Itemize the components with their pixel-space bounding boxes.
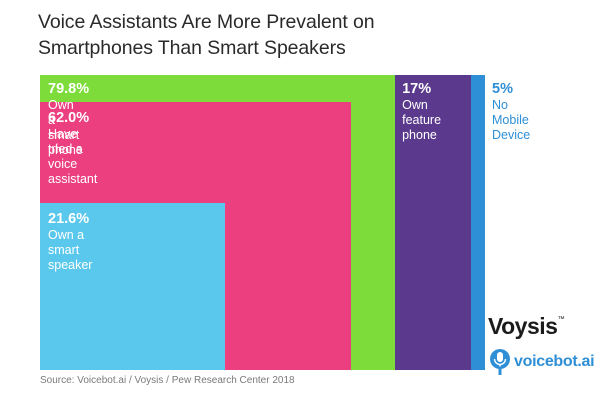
no-mobile-label-line: Mobile (492, 113, 529, 127)
smart-speaker-label: Own a smart speaker (48, 228, 92, 273)
voicebot-logo: voicebot.ai (488, 347, 598, 377)
voicebot-logo-text: voicebot.ai (514, 353, 595, 370)
feature-phone-label-line: Own (402, 98, 428, 112)
voysis-logo: Voysis™ (488, 313, 564, 340)
voysis-logo-text: Voysis (488, 313, 558, 339)
chart-source: Source: Voicebot.ai / Voysis / Pew Resea… (40, 375, 295, 386)
no-mobile-label-line: Device (492, 128, 531, 142)
voysis-trademark: ™ (557, 316, 564, 323)
no-mobile-label-line: No (492, 98, 508, 112)
smart-speaker-label-line: Own a smart speaker (48, 227, 93, 272)
chart-title-line-1: Voice Assistants Are More Prevalent on (38, 11, 375, 33)
feature-phone-label-line: phone (402, 128, 437, 142)
no-mobile-value: 5% (492, 81, 513, 97)
voice-assistant-value: 62.0% (48, 109, 90, 126)
no-mobile-label: No Mobile Device (492, 98, 530, 143)
smart-speaker-value: 21.6% (48, 210, 90, 227)
smart-phone-label: Own a smart phone (48, 98, 83, 158)
smart-phone-value: 79.8% (48, 81, 90, 97)
chart-title-line-2: Smartphones Than Smart Speakers (38, 37, 346, 59)
voice-assistant-label-line: Have tried a voice assistant (48, 126, 98, 186)
feature-phone-value: 17% (402, 81, 432, 97)
voice-assistant-label: Have tried a voice assistant (48, 127, 97, 187)
feature-phone-label-line: feature (402, 113, 442, 127)
voicebot-microphone-icon (490, 349, 510, 375)
smart-phone-label-line: Own a smart phone (48, 98, 83, 157)
smart-speaker-block (40, 202, 225, 370)
chart-title: Voice Assistants Are More Prevalent on S… (38, 9, 375, 61)
feature-phone-block (395, 75, 471, 370)
feature-phone-label: Own feature phone (402, 98, 441, 143)
no-mobile-block (470, 75, 485, 370)
